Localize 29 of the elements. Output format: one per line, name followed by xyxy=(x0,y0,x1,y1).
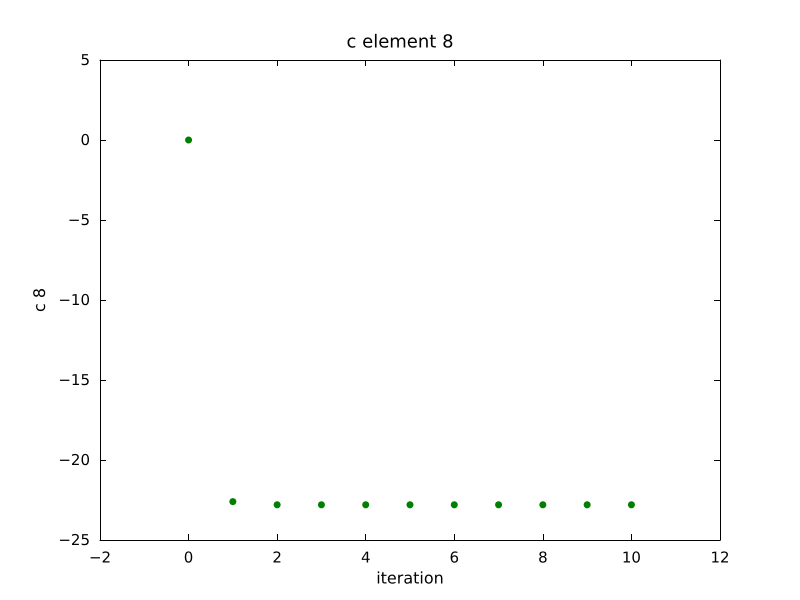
point xyxy=(406,501,414,508)
y-tick-label: −10 xyxy=(58,291,90,309)
x-tick-label: 8 xyxy=(538,548,548,566)
y-tick-label: 5 xyxy=(80,51,90,69)
x-tick-label: 10 xyxy=(622,548,641,566)
x-axis-title: iteration xyxy=(376,568,444,588)
x-tick-label: 6 xyxy=(450,548,460,566)
point xyxy=(495,501,502,508)
x-tick-label: 0 xyxy=(184,548,194,566)
point xyxy=(229,498,236,506)
point xyxy=(539,501,546,508)
x-tick-label: −2 xyxy=(88,548,112,566)
point xyxy=(450,501,458,508)
point xyxy=(584,501,591,508)
x-tick-label: 4 xyxy=(360,548,370,566)
point xyxy=(274,501,281,508)
chart-title: c element 8 xyxy=(346,32,454,52)
y-tick-label: 0 xyxy=(80,131,90,149)
point xyxy=(362,501,370,508)
point xyxy=(185,136,192,144)
y-tick-label: −15 xyxy=(58,371,90,389)
y-tick-label: −20 xyxy=(58,451,90,469)
y-tick-label: −25 xyxy=(58,531,90,549)
x-tick-label: 12 xyxy=(710,548,730,566)
point xyxy=(628,501,635,508)
point xyxy=(318,501,325,508)
x-tick-label: 2 xyxy=(272,548,282,566)
y-axis-title: c 8 xyxy=(30,288,49,312)
y-tick-label: −5 xyxy=(68,211,90,229)
